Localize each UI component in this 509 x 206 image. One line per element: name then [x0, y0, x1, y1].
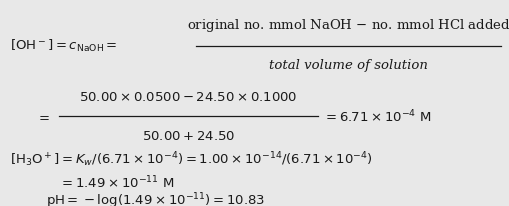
Text: $[\mathrm{H_3O^+}] = K_w/(6.71 \times 10^{-4}) = 1.00 \times 10^{-14}/(6.71 \tim: $[\mathrm{H_3O^+}] = K_w/(6.71 \times 10… — [10, 149, 373, 168]
Text: $[\mathrm{OH}^-] = c_{\mathrm{NaOH}} =$: $[\mathrm{OH}^-] = c_{\mathrm{NaOH}} =$ — [10, 37, 118, 53]
Text: $50.00 \times 0.0500 - 24.50 \times 0.1000$: $50.00 \times 0.0500 - 24.50 \times 0.10… — [79, 90, 298, 103]
Text: total volume of solution: total volume of solution — [269, 59, 428, 71]
Text: $\mathrm{pH} = -\log(1.49 \times 10^{-11}) = 10.83$: $\mathrm{pH} = -\log(1.49 \times 10^{-11… — [46, 190, 265, 206]
Text: original no. mmol NaOH $-$ no. mmol HCl added: original no. mmol NaOH $-$ no. mmol HCl … — [187, 17, 509, 34]
Text: $= 6.71 \times 10^{-4}\ \mathrm{M}$: $= 6.71 \times 10^{-4}\ \mathrm{M}$ — [323, 108, 432, 125]
Text: $=$: $=$ — [36, 110, 50, 123]
Text: $= 1.49 \times 10^{-11}\ \mathrm{M}$: $= 1.49 \times 10^{-11}\ \mathrm{M}$ — [59, 174, 174, 191]
Text: $50.00 + 24.50$: $50.00 + 24.50$ — [142, 130, 235, 142]
